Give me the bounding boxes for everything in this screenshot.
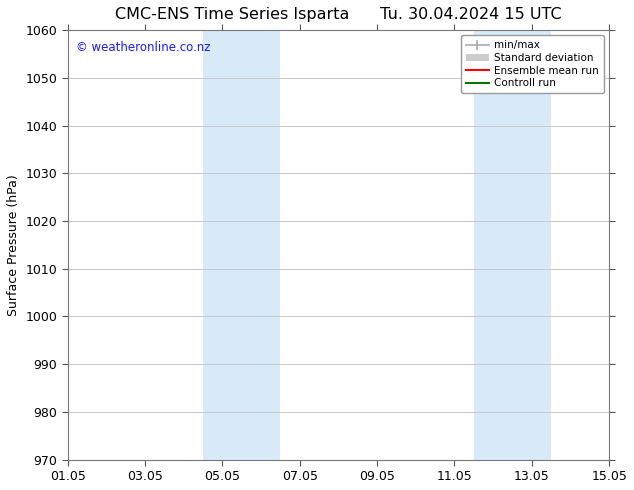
Y-axis label: Surface Pressure (hPa): Surface Pressure (hPa) (7, 174, 20, 316)
Text: © weatheronline.co.nz: © weatheronline.co.nz (76, 41, 210, 54)
Bar (203, 30, 280, 460)
Bar (474, 30, 551, 460)
Legend: min/max, Standard deviation, Ensemble mean run, Controll run: min/max, Standard deviation, Ensemble me… (461, 35, 604, 94)
Title: CMC-ENS Time Series Isparta      Tu. 30.04.2024 15 UTC: CMC-ENS Time Series Isparta Tu. 30.04.20… (115, 7, 562, 22)
